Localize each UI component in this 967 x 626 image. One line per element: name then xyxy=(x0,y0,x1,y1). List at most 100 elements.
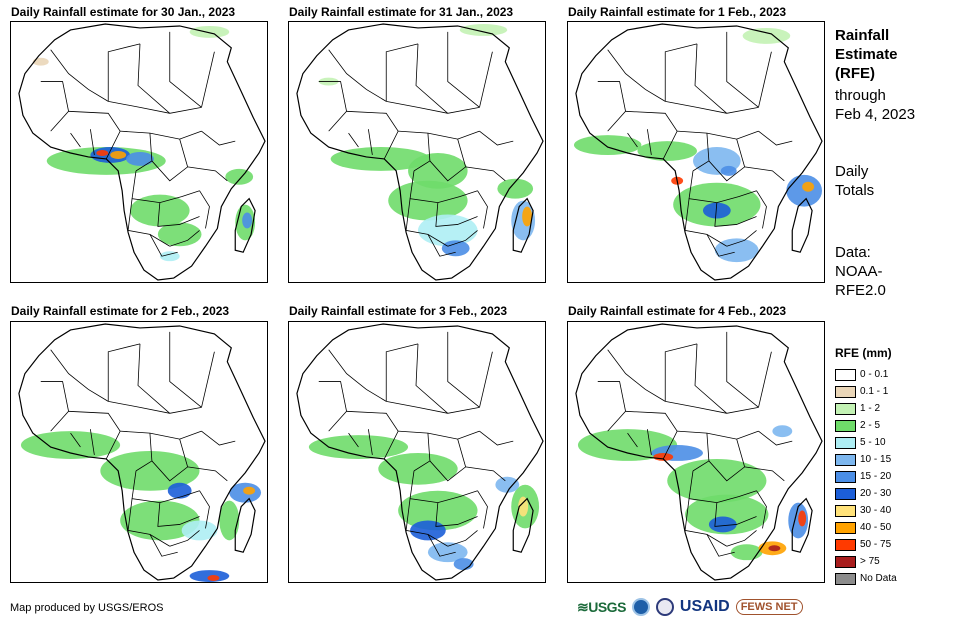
panel-title-5: Daily Rainfall estimate for 3 Feb., 2023 xyxy=(289,304,508,318)
rainfall-area xyxy=(130,194,190,227)
country-border xyxy=(447,530,478,547)
map-panel-6 xyxy=(567,321,825,583)
legend-label: 30 - 40 xyxy=(860,505,892,516)
panel-title-1: Daily Rainfall estimate for 30 Jan., 202… xyxy=(11,5,236,19)
legend-item: 50 - 75 xyxy=(835,536,897,553)
country-border xyxy=(607,349,666,402)
rainfall-area xyxy=(427,542,468,563)
noaa-logo xyxy=(631,598,650,616)
rainfall-area xyxy=(772,425,793,438)
country-border xyxy=(40,81,69,132)
country-border xyxy=(706,534,735,557)
country-border xyxy=(435,502,478,527)
map-panel-4 xyxy=(10,321,268,583)
country-border xyxy=(758,51,772,108)
rainfall-area xyxy=(720,165,737,176)
country-border xyxy=(688,470,757,504)
rainfall-area xyxy=(786,174,823,207)
legend-label: 40 - 50 xyxy=(860,522,892,533)
country-border xyxy=(627,129,652,156)
country-border xyxy=(758,351,772,408)
country-border xyxy=(137,343,171,414)
legend-label: 10 - 15 xyxy=(860,454,892,465)
map-panel-1 xyxy=(10,21,268,283)
country-border xyxy=(108,400,202,414)
country-border xyxy=(201,430,236,446)
country-border xyxy=(398,130,480,140)
country-border xyxy=(429,438,467,482)
country-border xyxy=(435,202,478,227)
country-border xyxy=(385,43,419,102)
legend-swatch xyxy=(835,385,856,398)
country-border xyxy=(726,31,759,108)
panel-title-3: Daily Rainfall estimate for 1 Feb., 2023 xyxy=(568,5,787,19)
country-border xyxy=(187,166,228,182)
rainfall-area xyxy=(157,222,202,247)
country-border xyxy=(684,198,727,247)
rainfall-area xyxy=(410,520,446,541)
legend-item: 30 - 40 xyxy=(835,502,897,519)
country-border xyxy=(758,430,793,446)
legend-title: RFE (mm) xyxy=(835,346,892,360)
country-border xyxy=(744,466,785,482)
country-border xyxy=(447,230,478,247)
country-border xyxy=(479,130,514,146)
daily-totals-label: Daily Totals xyxy=(835,163,875,199)
legend-label: 0 - 0.1 xyxy=(860,369,889,380)
country-border xyxy=(108,100,202,114)
legend-label: 2 - 5 xyxy=(860,420,881,431)
country-border xyxy=(665,100,759,114)
legend-swatch xyxy=(835,487,856,500)
country-border xyxy=(625,110,678,160)
country-border xyxy=(149,234,178,257)
legend-label: 1 - 2 xyxy=(860,403,881,414)
country-border xyxy=(405,198,448,247)
country-border xyxy=(694,43,728,114)
africa-coastline xyxy=(575,23,823,281)
legend-item: 0 - 0.1 xyxy=(835,366,897,383)
rainfall-area xyxy=(126,152,154,166)
legend-swatch xyxy=(835,368,856,381)
rainfall-area xyxy=(388,180,468,221)
rainfall-area xyxy=(730,544,763,561)
country-border xyxy=(714,202,757,227)
legend-swatch xyxy=(835,402,856,415)
country-border xyxy=(409,170,478,204)
country-border xyxy=(151,438,189,482)
legend-swatch xyxy=(835,572,856,585)
country-border xyxy=(151,138,189,182)
panel-title-2: Daily Rainfall estimate for 31 Jan., 202… xyxy=(289,5,514,19)
country-border xyxy=(127,198,170,247)
country-border xyxy=(201,130,236,146)
country-border xyxy=(597,381,626,432)
africa-map xyxy=(575,323,823,581)
country-border xyxy=(664,43,698,102)
country-border xyxy=(318,81,347,132)
country-border xyxy=(706,234,735,257)
rainfall-area xyxy=(20,431,121,459)
country-border xyxy=(479,51,493,108)
africa-coastline xyxy=(18,323,266,581)
madagascar-coastline xyxy=(512,197,534,253)
country-border xyxy=(409,470,478,504)
map-panel-2 xyxy=(288,21,546,283)
country-border xyxy=(415,343,449,414)
legend-swatch xyxy=(835,555,856,568)
country-border xyxy=(169,230,200,247)
rainfall-area xyxy=(417,214,478,247)
country-border xyxy=(386,100,480,114)
country-border xyxy=(625,410,678,460)
rainfall-area xyxy=(32,57,49,66)
rainfall-area xyxy=(408,152,468,189)
country-border xyxy=(385,343,419,402)
rainfall-area xyxy=(495,476,520,493)
country-border xyxy=(328,49,387,102)
panel-title-4: Daily Rainfall estimate for 2 Feb., 2023 xyxy=(11,304,230,318)
country-border xyxy=(137,43,171,114)
country-border xyxy=(429,138,467,182)
africa-coastline xyxy=(296,23,544,281)
country-border xyxy=(684,498,727,547)
country-border xyxy=(68,410,121,460)
country-border xyxy=(120,430,202,440)
rainfall-area xyxy=(459,23,508,36)
